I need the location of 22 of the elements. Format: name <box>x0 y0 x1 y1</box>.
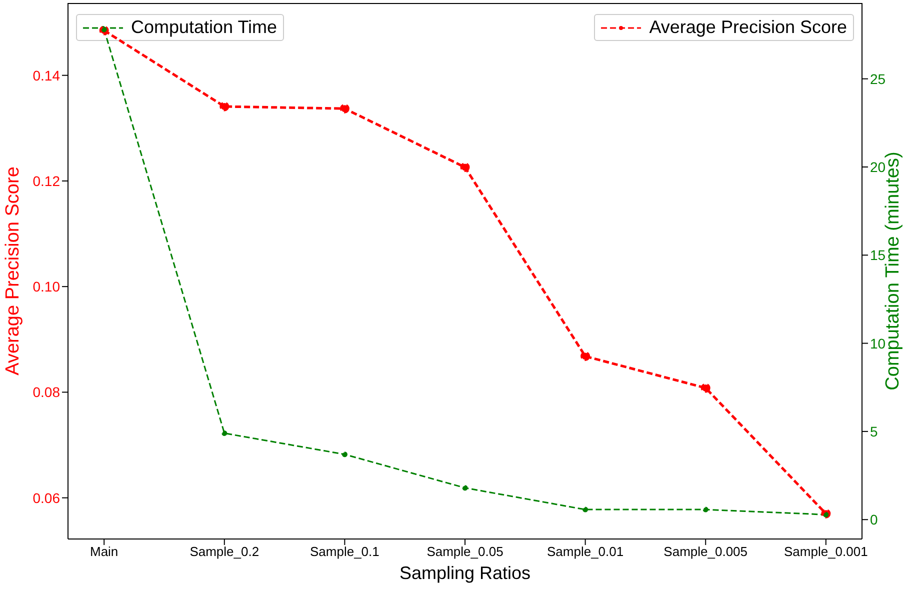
legend-label: Average Precision Score <box>649 17 847 38</box>
y-axis-title: Average Precision Score <box>2 166 24 376</box>
x-tick-label: Sample_0.01 <box>546 544 624 560</box>
y-tick-label: 0.12 <box>32 172 60 189</box>
y2-tick-label: 25 <box>870 70 886 87</box>
y2-tick-label: 15 <box>870 247 886 264</box>
x-tick-label: Sample_0.005 <box>664 544 748 560</box>
y2-tick-label: 5 <box>870 423 878 440</box>
y2-tick-label: 20 <box>870 158 886 175</box>
y2-tick-label: 0 <box>870 512 878 528</box>
legend-label: Computation Time <box>131 17 278 38</box>
y2-tick-label: 10 <box>870 335 886 352</box>
x-axis-title: Sampling Ratios <box>399 563 531 583</box>
x-tick-label: Sample_0.1 <box>310 544 380 560</box>
y-tick-label: 0.10 <box>32 278 60 295</box>
x-tick-label: Sample_0.05 <box>426 544 504 560</box>
x-tick-label: Main <box>90 544 118 560</box>
y-tick-label: 0.06 <box>32 490 60 506</box>
x-tick-label: Sample_0.2 <box>190 544 260 560</box>
y-tick-label: 0.08 <box>32 384 60 400</box>
x-tick-label: Sample_0.001 <box>784 544 868 560</box>
y-tick-label: 0.14 <box>32 67 60 84</box>
